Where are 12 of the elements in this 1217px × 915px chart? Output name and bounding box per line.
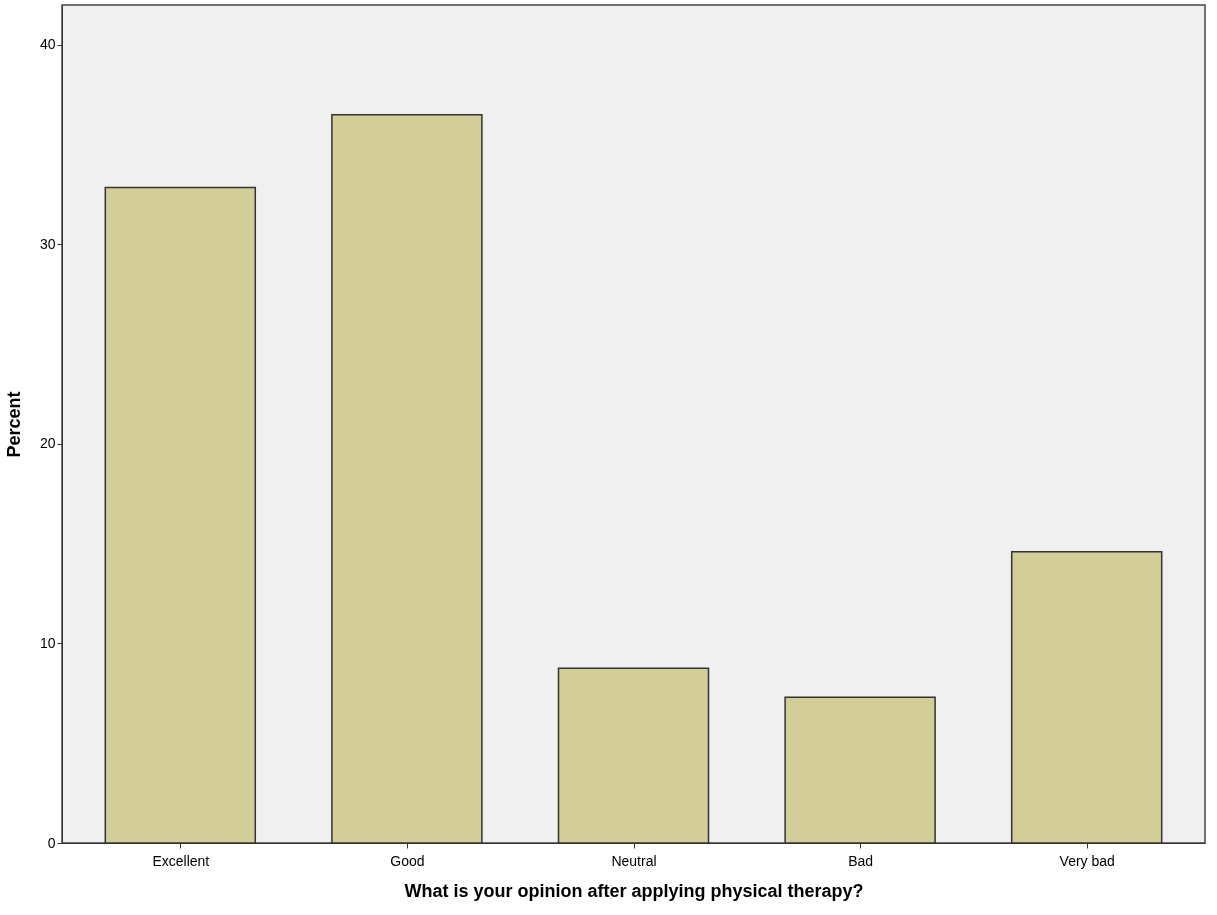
- y-tick-label: 0: [47, 834, 56, 851]
- x-tick-label: Neutral: [611, 852, 657, 869]
- y-tick-label: 40: [39, 36, 56, 53]
- y-axis-title: Percent: [3, 391, 24, 458]
- x-tick-label: Good: [390, 852, 425, 869]
- y-tick-label: 30: [39, 235, 56, 252]
- y-tick-label: 10: [39, 634, 56, 651]
- x-axis-title: What is your opinion after applying physical therapy?: [404, 880, 864, 901]
- x-tick-label: Bad: [848, 852, 874, 869]
- x-tick-label: Excellent: [152, 852, 210, 869]
- x-tick-label: Very bad: [1059, 852, 1115, 869]
- y-tick-label: 20: [39, 435, 56, 452]
